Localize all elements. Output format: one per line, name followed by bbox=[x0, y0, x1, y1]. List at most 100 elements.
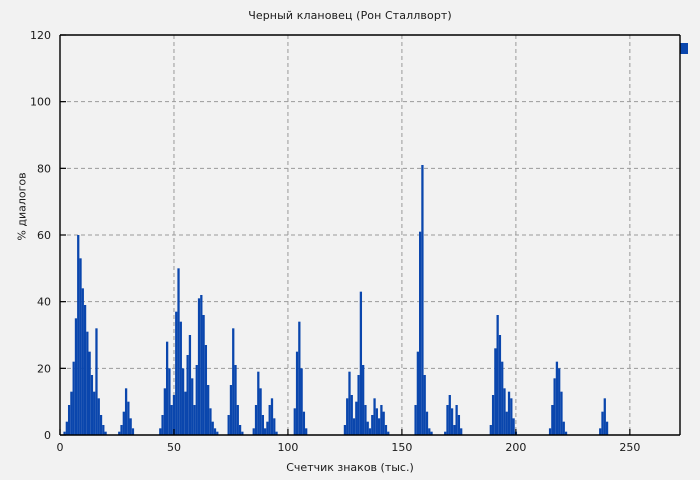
bar bbox=[421, 165, 424, 435]
bar bbox=[373, 398, 376, 435]
bar bbox=[375, 408, 378, 435]
bar bbox=[131, 428, 135, 435]
bar bbox=[377, 418, 381, 435]
bar bbox=[430, 431, 433, 435]
bar bbox=[207, 385, 210, 435]
bar bbox=[553, 378, 556, 435]
bar bbox=[457, 415, 461, 435]
bar bbox=[229, 385, 233, 435]
bar bbox=[86, 331, 89, 435]
bar bbox=[88, 351, 91, 435]
x-tick-label: 200 bbox=[505, 441, 526, 454]
bar bbox=[118, 431, 121, 435]
bar bbox=[63, 431, 66, 435]
bar bbox=[202, 315, 205, 435]
bar bbox=[512, 418, 515, 435]
bar bbox=[505, 411, 508, 435]
bar bbox=[81, 288, 84, 435]
bar bbox=[120, 425, 123, 435]
bar bbox=[562, 421, 565, 435]
bar bbox=[254, 405, 258, 435]
bar bbox=[455, 405, 458, 435]
bar bbox=[99, 415, 103, 435]
bar bbox=[257, 371, 260, 435]
bar bbox=[186, 355, 189, 435]
bar bbox=[191, 378, 194, 435]
bar bbox=[227, 415, 230, 435]
bar bbox=[163, 388, 166, 435]
bar bbox=[448, 395, 451, 435]
y-tick-label: 20 bbox=[37, 362, 51, 375]
bar bbox=[79, 258, 82, 435]
bar bbox=[165, 341, 169, 435]
bar bbox=[416, 351, 420, 435]
bar bbox=[172, 395, 176, 435]
bar bbox=[460, 428, 463, 435]
bar bbox=[275, 431, 278, 435]
bar bbox=[72, 361, 75, 435]
bar bbox=[264, 428, 267, 435]
y-tick-label: 60 bbox=[37, 229, 51, 242]
bar bbox=[510, 398, 513, 435]
bar bbox=[74, 318, 78, 435]
bar bbox=[181, 368, 185, 435]
bar bbox=[359, 291, 363, 435]
bar bbox=[179, 321, 182, 435]
bar bbox=[204, 345, 208, 435]
bar bbox=[175, 311, 178, 435]
bar bbox=[241, 431, 244, 435]
bar bbox=[551, 405, 554, 435]
bar bbox=[366, 421, 369, 435]
bar bbox=[489, 425, 492, 435]
y-tick-label: 100 bbox=[30, 96, 51, 109]
bar bbox=[168, 368, 171, 435]
bar bbox=[211, 421, 214, 435]
bar bbox=[501, 361, 504, 435]
bar bbox=[170, 405, 173, 435]
y-tick-label: 120 bbox=[30, 29, 51, 42]
bar bbox=[343, 425, 347, 435]
bar bbox=[382, 411, 385, 435]
bar bbox=[70, 391, 73, 435]
bar bbox=[293, 408, 296, 435]
bar bbox=[548, 428, 552, 435]
bar bbox=[252, 428, 255, 435]
bar bbox=[184, 391, 187, 435]
bar bbox=[200, 295, 203, 435]
bar bbox=[371, 415, 374, 435]
bar bbox=[77, 235, 80, 435]
bar bbox=[348, 371, 351, 435]
bar bbox=[65, 421, 68, 435]
y-tick-label: 80 bbox=[37, 162, 51, 175]
bar bbox=[507, 391, 511, 435]
bar bbox=[428, 428, 431, 435]
bar bbox=[352, 418, 356, 435]
bar bbox=[93, 391, 96, 435]
bar bbox=[124, 388, 128, 435]
bar bbox=[127, 401, 130, 435]
chart-title: Черный клановец (Рон Сталлворт) bbox=[248, 9, 452, 22]
bar bbox=[362, 365, 365, 435]
bar bbox=[209, 408, 212, 435]
bar bbox=[599, 428, 602, 435]
bar bbox=[423, 375, 426, 435]
bar bbox=[216, 431, 219, 435]
bar bbox=[213, 428, 217, 435]
bar bbox=[444, 431, 447, 435]
y-tick-label: 0 bbox=[44, 429, 51, 442]
bar bbox=[380, 405, 383, 435]
x-axis-label: Счетчик знаков (тыс.) bbox=[286, 461, 414, 474]
bar bbox=[603, 398, 606, 435]
bar bbox=[193, 405, 196, 435]
bar bbox=[498, 335, 502, 435]
bar bbox=[104, 431, 107, 435]
bar bbox=[102, 425, 105, 435]
bar bbox=[305, 428, 308, 435]
bar bbox=[496, 315, 499, 435]
x-tick-label: 250 bbox=[619, 441, 640, 454]
bar bbox=[259, 388, 262, 435]
bar bbox=[601, 411, 604, 435]
bar bbox=[605, 421, 609, 435]
x-tick-label: 150 bbox=[391, 441, 412, 454]
